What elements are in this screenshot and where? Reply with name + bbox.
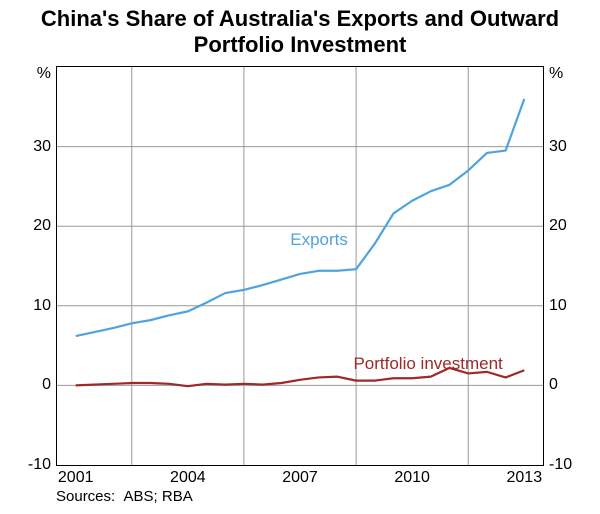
series-label-portfolio-investment: Portfolio investment — [353, 354, 502, 374]
y-tick-left: 0 — [42, 376, 51, 394]
series-label-exports: Exports — [290, 230, 348, 250]
x-tick: 2007 — [282, 469, 318, 487]
y-tick-right: -10 — [549, 456, 572, 474]
y-tick-left: 20 — [33, 217, 51, 235]
y-tick-left: 10 — [33, 297, 51, 315]
series-exports — [76, 99, 525, 336]
y-tick-right: 30 — [549, 138, 567, 156]
y-axis-right-unit: % — [549, 65, 563, 83]
x-tick: 2010 — [394, 469, 430, 487]
y-tick-right: 20 — [549, 217, 567, 235]
chart-container: China's Share of Australia's Exports and… — [0, 0, 600, 514]
y-tick-right: 0 — [549, 376, 558, 394]
y-axis-left-unit: % — [37, 65, 51, 83]
x-tick: 2001 — [58, 469, 94, 487]
x-tick: 2013 — [507, 469, 543, 487]
sources-text: Sources: ABS; RBA — [56, 488, 193, 505]
y-tick-right: 10 — [549, 297, 567, 315]
chart-title: China's Share of Australia's Exports and… — [0, 6, 600, 58]
y-tick-left: 30 — [33, 138, 51, 156]
x-tick: 2004 — [170, 469, 206, 487]
y-tick-left: -10 — [28, 456, 51, 474]
chart-svg — [57, 67, 543, 465]
plot-area: % % ExportsPortfolio investment-10-10001… — [56, 66, 544, 466]
